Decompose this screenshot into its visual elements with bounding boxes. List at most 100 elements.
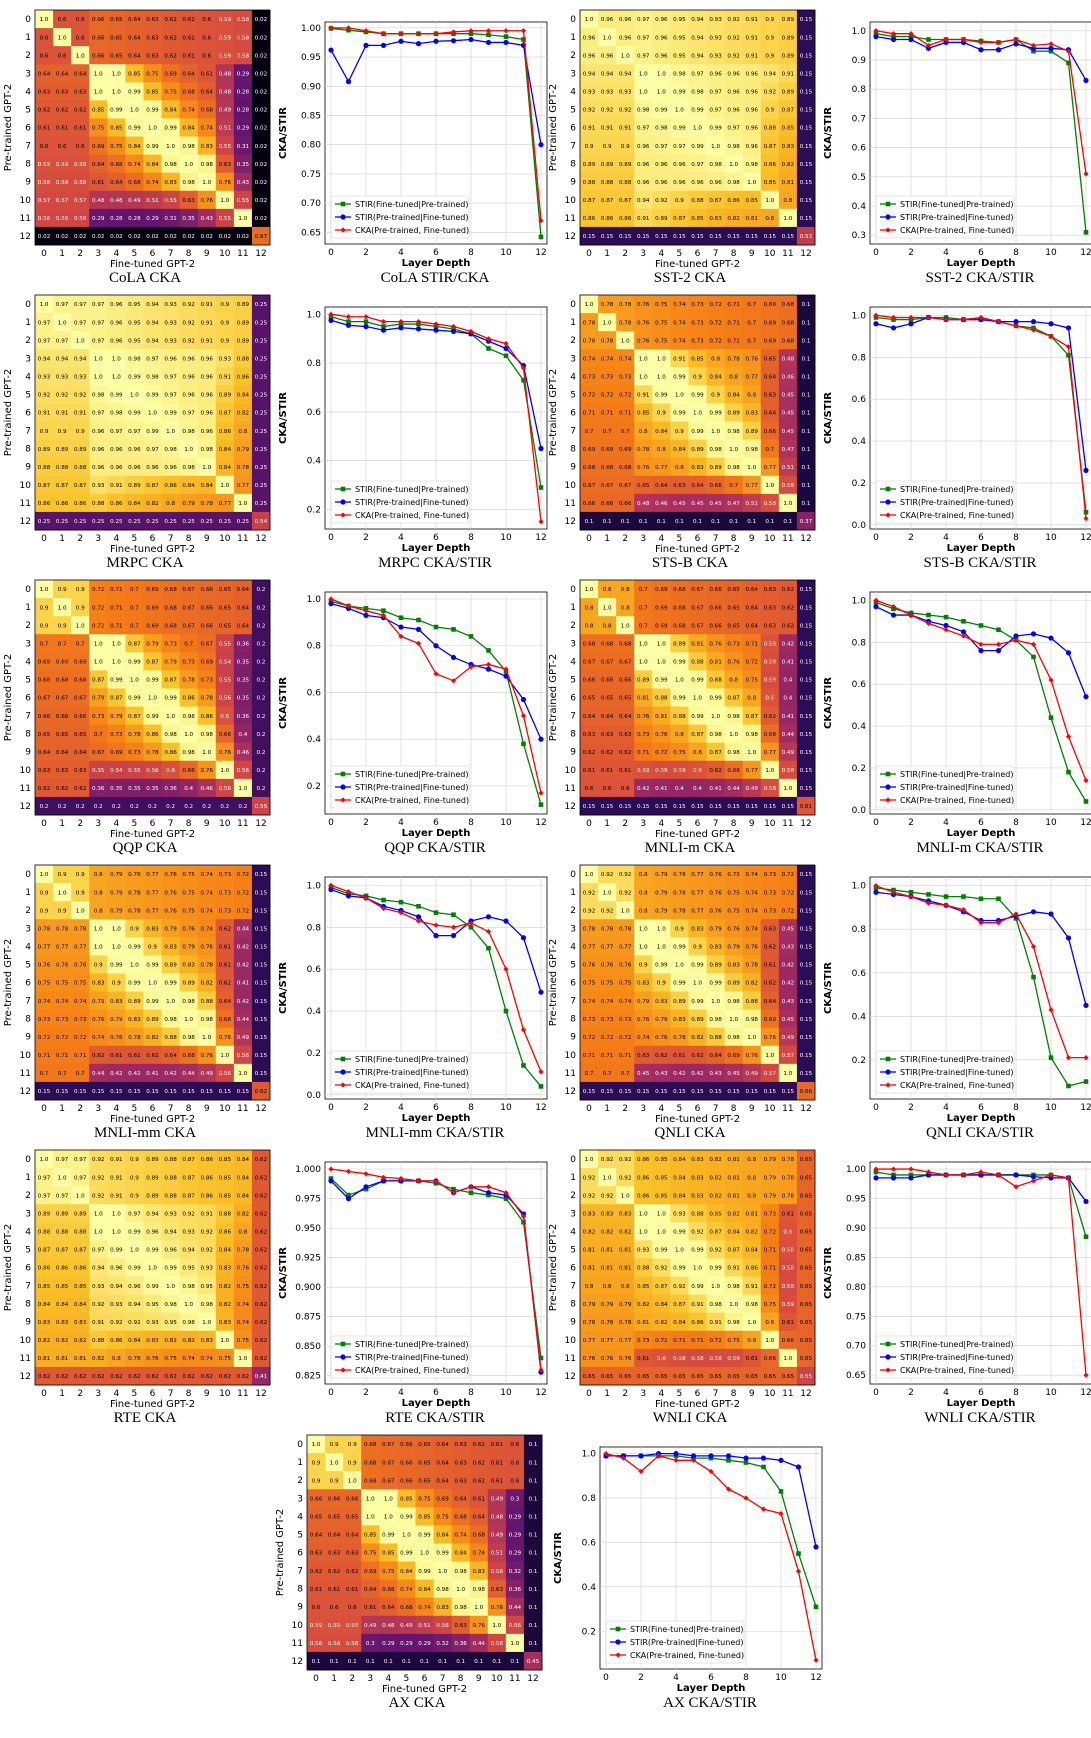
heat-cell-label: 0.92 <box>200 1230 212 1236</box>
heat-cell-label: 0.72 <box>92 605 104 611</box>
heat-cell-label: 0.1 <box>529 1641 538 1647</box>
heat-cell-label: 0.8 <box>693 750 702 756</box>
heat-cell-label: 0.68 <box>673 587 686 593</box>
heat-cell-label: 0.2 <box>257 696 266 702</box>
heat-cell-label: 0.67 <box>92 750 105 756</box>
heat-cell-label: 0.1 <box>765 519 774 525</box>
heat-cell-label: 0.2 <box>257 786 266 792</box>
heat-xtick-label: 8 <box>731 249 737 259</box>
caption-wnli-cka: WNLI CKA <box>653 1410 728 1426</box>
heat-cell-label: 0.78 <box>128 872 141 878</box>
heat-cell-label: 0.85 <box>691 356 704 362</box>
heat-cell-label: 0.82 <box>146 501 158 507</box>
heat-cell-label: 0.76 <box>709 872 722 878</box>
heat-cell-label: 0.88 <box>164 1035 177 1041</box>
heat-cell-label: 0.73 <box>583 1017 596 1023</box>
legend-label: CKA(Pre-trained, Fine-tuned) <box>900 1366 1014 1375</box>
xtick-label: 2 <box>908 248 914 258</box>
heat-cell-label: 0.7 <box>130 623 139 629</box>
heat-xtick-label: 1 <box>604 819 610 829</box>
heat-cell-label: 0.73 <box>601 1017 614 1023</box>
heat-cell-label: 0.8 <box>657 447 666 453</box>
series-point <box>1083 467 1089 473</box>
heat-ylabel: Pre-trained GPT-2 <box>3 939 14 1026</box>
heat-cell-label: 0.83 <box>655 999 668 1005</box>
heat-cell-label: 0.62 <box>255 1320 267 1326</box>
heat-cell-label: 0.76 <box>164 872 177 878</box>
heat-cell-label: 1.0 <box>639 1211 648 1217</box>
heat-cell-label: 1.0 <box>657 90 666 96</box>
heat-cell-label: 0.49 <box>364 1623 377 1629</box>
ytick-label: 0.6 <box>852 969 867 979</box>
legend-label: CKA(Pre-trained, Fine-tuned) <box>900 511 1014 520</box>
legend-label: STIR(Fine-tuned|Pre-trained) <box>900 485 1013 494</box>
heat-cell-label: 0.7 <box>130 587 139 593</box>
legend-label: STIR(Pre-trained|Fine-tuned) <box>355 1353 468 1362</box>
heat-cell-label: 0.1 <box>621 519 630 525</box>
heat-cell-label: 0.9 <box>312 1478 321 1484</box>
heat-cell-label: 0.1 <box>384 1659 393 1665</box>
heat-cell-label: 1.0 <box>783 1071 792 1077</box>
ytick-label: 1.0 <box>852 311 867 321</box>
legend-marker <box>340 1354 346 1360</box>
heat-cell-label: 0.66 <box>583 501 596 507</box>
heat-ytick-label: 0 <box>25 870 31 880</box>
heat-cell-label: 0.15 <box>800 126 813 132</box>
heat-ytick-label: 5 <box>570 1245 576 1255</box>
heat-cell <box>215 28 235 47</box>
heat-cell-label: 0.79 <box>637 999 650 1005</box>
heat-cell-label: 1.0 <box>747 1320 756 1326</box>
heat-cell-label: 0.15 <box>800 890 813 896</box>
xtick-label: 2 <box>638 1673 644 1683</box>
heat-ytick-label: 2 <box>570 906 576 916</box>
heat-cell-label: 0.62 <box>164 17 176 23</box>
ytick-label: 0.4 <box>852 437 867 447</box>
line-ylabel: CKA/STIR <box>278 1247 289 1299</box>
heat-cell-label: 0.58 <box>782 483 795 489</box>
heat-cell-label: 0.66 <box>764 429 777 435</box>
heat-cell-label: 0.15 <box>800 641 813 647</box>
heat-cell-label: 0.15 <box>800 180 813 186</box>
heat-ylabel: Pre-trained GPT-2 <box>548 1224 559 1311</box>
xtick-label: 10 <box>500 1388 512 1398</box>
heat-cell-label: 0.64 <box>601 714 614 720</box>
heat-cell-label: 0.99 <box>418 1569 431 1575</box>
heat-cell-label: 0.35 <box>237 678 250 684</box>
ytick-label: 0.8 <box>852 925 867 935</box>
heat-cell-label: 0.61 <box>782 1320 795 1326</box>
heat-cell-label: 0.56 <box>38 216 51 222</box>
heat-cell-label: 0.99 <box>691 108 704 114</box>
heat-ytick-label: 2 <box>570 336 576 346</box>
heat-cell-label: 0.58 <box>691 1356 704 1362</box>
heat-cell-label: 0.77 <box>691 890 704 896</box>
heat-xtick-label: 1 <box>604 1389 610 1399</box>
legend-marker <box>885 1354 891 1360</box>
heat-ytick-label: 10 <box>292 1621 304 1631</box>
heat-cell-label: 0.97 <box>128 1211 141 1217</box>
heat-cell-label: 0.78 <box>128 890 141 896</box>
heat-cell-label: 0.94 <box>146 1211 159 1217</box>
heat-ytick-label: 1 <box>570 888 576 898</box>
ytick-label: 0.950 <box>295 1224 321 1234</box>
heat-cell-label: 0.91 <box>200 1211 213 1217</box>
heat-cell-label: 0.2 <box>238 804 247 810</box>
heat-cell-label: 0.92 <box>583 1175 595 1181</box>
heat-cell-label: 0.1 <box>420 1659 429 1665</box>
heat-xtick-label: 4 <box>113 249 119 259</box>
line-ylabel: CKA/STIR <box>278 107 289 159</box>
heat-xtick-label: 12 <box>255 249 266 259</box>
heat-cell-label: 0.9 <box>40 890 49 896</box>
heat-cell-label: 0.96 <box>92 447 105 453</box>
heat-cell-label: 0.86 <box>745 1266 758 1272</box>
heat-cell-label: 0.96 <box>164 465 177 471</box>
heat-cell-label: 0.58 <box>38 180 51 186</box>
caption-qnli-cka-stir: QNLI CKA/STIR <box>926 1125 1034 1141</box>
heat-cell-label: 0.98 <box>164 1302 177 1308</box>
heat-cell-label: 0.94 <box>56 356 69 362</box>
heat-cell <box>179 10 199 29</box>
heat-cell-label: 0.84 <box>673 1157 686 1163</box>
heat-cell-label: 0.64 <box>74 750 87 756</box>
heat-cell-label: 0.15 <box>800 678 813 684</box>
heat-cell-label: 0.65 <box>800 1193 813 1199</box>
